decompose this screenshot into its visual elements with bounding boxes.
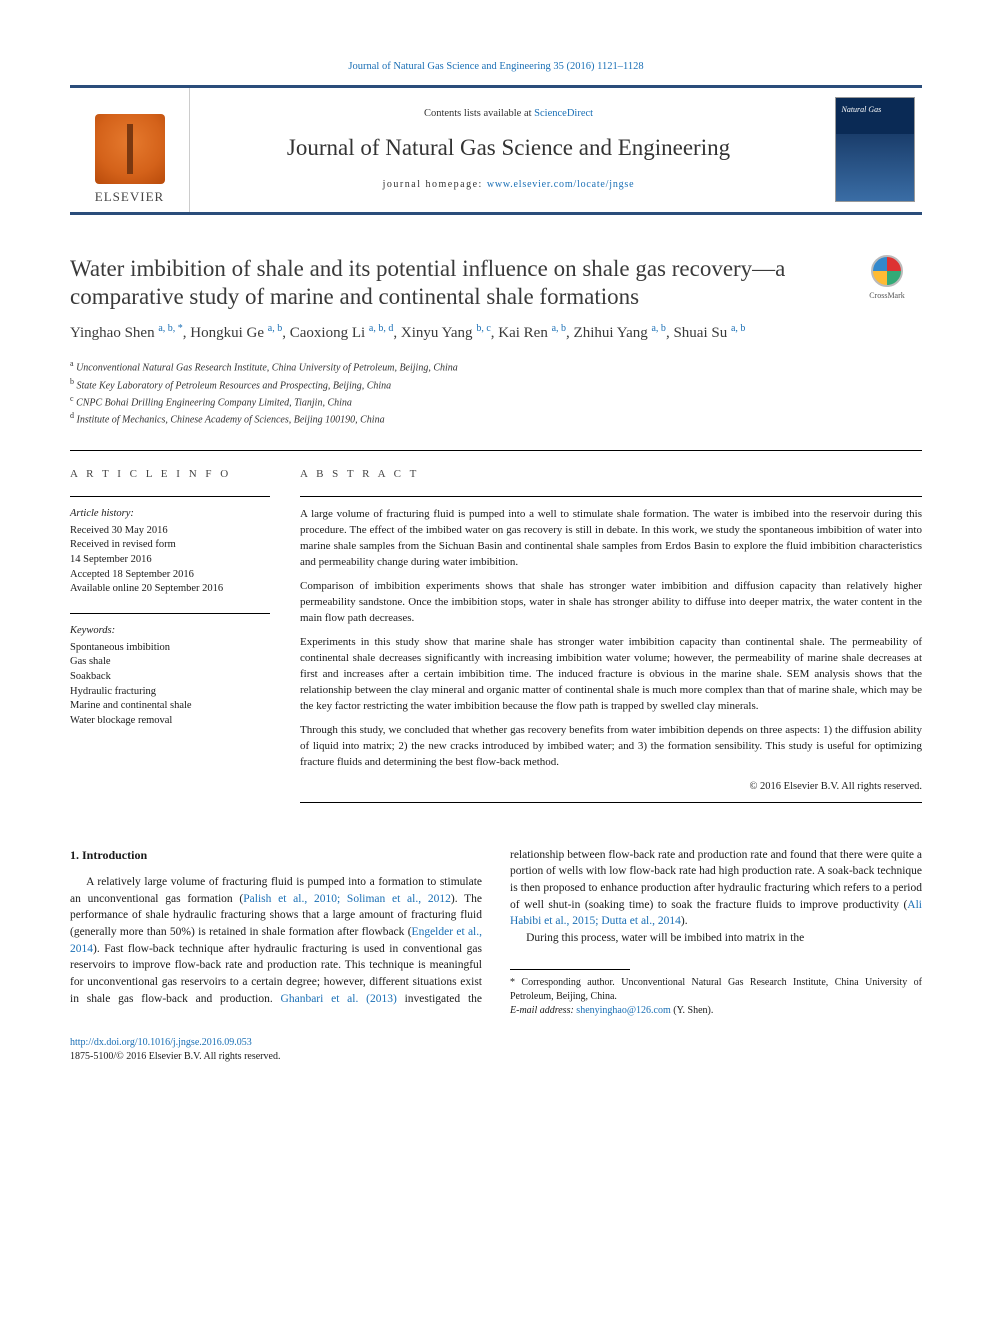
history-line: Accepted 18 September 2016 [70, 568, 270, 583]
abstract-paragraph: A large volume of fracturing fluid is pu… [300, 507, 922, 571]
crossmark-icon [871, 255, 903, 287]
homepage-line: journal homepage: www.elsevier.com/locat… [383, 178, 635, 192]
corresponding-author-note: * Corresponding author. Unconventional N… [510, 976, 922, 1004]
history-heading: Article history: [70, 507, 270, 522]
email-suffix: (Y. Shen). [671, 1005, 714, 1016]
history-line: 14 September 2016 [70, 553, 270, 568]
journal-header: ELSEVIER Contents lists available at Sci… [70, 85, 922, 215]
contents-line: Contents lists available at ScienceDirec… [424, 107, 593, 122]
article-title: Water imbibition of shale and its potent… [70, 255, 842, 313]
abstract-heading: A B S T R A C T [300, 467, 922, 483]
keyword-line: Hydraulic fracturing [70, 685, 270, 700]
homepage-link[interactable]: www.elsevier.com/locate/jngse [487, 179, 635, 190]
issn-copyright: 1875-5100/© 2016 Elsevier B.V. All right… [70, 1051, 280, 1062]
journal-name: Journal of Natural Gas Science and Engin… [287, 132, 730, 164]
article-info-heading: A R T I C L E I N F O [70, 467, 270, 482]
intro-paragraph-2: During this process, water will be imbib… [510, 930, 922, 947]
footnote-rule [510, 969, 630, 970]
abstract-column: A B S T R A C T A large volume of fractu… [300, 451, 922, 803]
keywords-heading: Keywords: [70, 624, 270, 639]
abstract-paragraph: Experiments in this study show that mari… [300, 635, 922, 715]
doi-link[interactable]: http://dx.doi.org/10.1016/j.jngse.2016.0… [70, 1037, 252, 1048]
article-info-column: A R T I C L E I N F O Article history: R… [70, 451, 270, 803]
section-heading-intro: 1. Introduction [70, 847, 482, 864]
journal-cover-thumb: Natural Gas [835, 97, 915, 202]
affiliation-list: a Unconventional Natural Gas Research In… [70, 358, 922, 427]
citation-link[interactable]: Palish et al., 2010; Soliman et al., 201… [243, 893, 451, 905]
keyword-line: Spontaneous imbibition [70, 641, 270, 656]
contents-prefix: Contents lists available at [424, 108, 534, 119]
citation-link[interactable]: Ghanbari et al. (2013) [281, 993, 397, 1005]
abstract-paragraph: Comparison of imbibition experiments sho… [300, 579, 922, 627]
history-line: Received 30 May 2016 [70, 524, 270, 539]
elsevier-tree-icon [95, 114, 165, 184]
body-two-column: 1. Introduction A relatively large volum… [70, 847, 922, 1018]
crossmark-badge[interactable]: CrossMark [852, 255, 922, 301]
abstract-paragraph: Through this study, we concluded that wh… [300, 723, 922, 771]
author-list: Yinghao Shen a, b, *, Hongkui Ge a, b, C… [70, 322, 922, 344]
cover-title: Natural Gas [842, 104, 908, 115]
sciencedirect-link[interactable]: ScienceDirect [534, 108, 593, 119]
history-line: Received in revised form [70, 538, 270, 553]
publisher-logo: ELSEVIER [70, 88, 190, 212]
history-line: Available online 20 September 2016 [70, 582, 270, 597]
corresponding-email-link[interactable]: shenyinghao@126.com [576, 1005, 670, 1016]
affiliation-line: d Institute of Mechanics, Chinese Academ… [70, 410, 922, 427]
journal-ref-top: Journal of Natural Gas Science and Engin… [70, 60, 922, 75]
keyword-line: Gas shale [70, 655, 270, 670]
keyword-line: Water blockage removal [70, 714, 270, 729]
email-label: E-mail address: [510, 1005, 576, 1016]
keyword-line: Marine and continental shale [70, 699, 270, 714]
keyword-line: Soakback [70, 670, 270, 685]
affiliation-line: a Unconventional Natural Gas Research In… [70, 358, 922, 375]
affiliation-line: c CNPC Bohai Drilling Engineering Compan… [70, 393, 922, 410]
crossmark-label: CrossMark [869, 291, 905, 300]
publisher-name: ELSEVIER [95, 188, 164, 206]
homepage-prefix: journal homepage: [383, 179, 487, 190]
footnotes: * Corresponding author. Unconventional N… [510, 976, 922, 1018]
abstract-copyright: © 2016 Elsevier B.V. All rights reserved… [300, 779, 922, 794]
page-footer: http://dx.doi.org/10.1016/j.jngse.2016.0… [70, 1036, 922, 1064]
affiliation-line: b State Key Laboratory of Petroleum Reso… [70, 376, 922, 393]
